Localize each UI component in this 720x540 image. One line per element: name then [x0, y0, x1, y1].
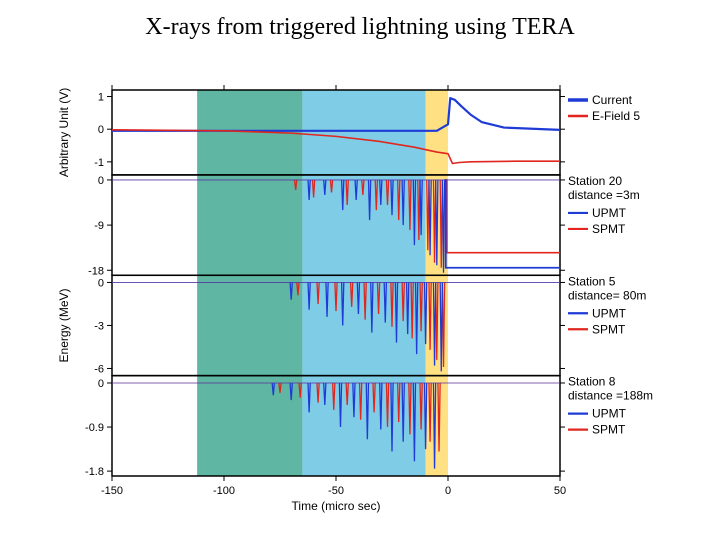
svg-text:SPMT: SPMT [592, 222, 626, 236]
svg-text:-3: -3 [94, 320, 104, 332]
svg-text:-150: -150 [101, 485, 123, 497]
svg-text:Station 8: Station 8 [568, 375, 616, 389]
svg-text:-18: -18 [88, 265, 104, 277]
slide-root: X-rays from triggered lightning using TE… [0, 0, 720, 540]
chart-svg: -101CurrentE-Field 5-18-90Station 20dist… [50, 80, 670, 520]
svg-text:distance =188m: distance =188m [568, 389, 653, 403]
svg-text:0: 0 [98, 277, 104, 289]
svg-text:-0.9: -0.9 [85, 422, 104, 434]
svg-text:-6: -6 [94, 363, 104, 375]
slide-title: X-rays from triggered lightning using TE… [0, 14, 720, 41]
svg-text:Station 5: Station 5 [568, 274, 616, 288]
svg-text:distance= 80m: distance= 80m [568, 288, 646, 302]
svg-text:0: 0 [98, 124, 104, 136]
svg-text:Time (micro sec): Time (micro sec) [292, 499, 381, 513]
svg-text:UPMT: UPMT [592, 407, 627, 421]
svg-text:0: 0 [98, 175, 104, 187]
svg-text:Arbitrary Unit (V): Arbitrary Unit (V) [57, 88, 71, 177]
svg-text:E-Field 5: E-Field 5 [592, 109, 640, 123]
svg-text:-100: -100 [213, 485, 235, 497]
svg-text:-1.8: -1.8 [85, 466, 104, 478]
figure-container: -101CurrentE-Field 5-18-90Station 20dist… [50, 80, 670, 520]
svg-text:Current: Current [592, 93, 633, 107]
svg-text:0: 0 [98, 378, 104, 390]
svg-text:50: 50 [554, 485, 566, 497]
svg-text:1: 1 [98, 92, 104, 104]
svg-text:0: 0 [445, 485, 451, 497]
svg-text:-50: -50 [328, 485, 344, 497]
svg-text:-9: -9 [94, 220, 104, 232]
svg-text:UPMT: UPMT [592, 306, 627, 320]
svg-text:UPMT: UPMT [592, 206, 627, 220]
svg-text:-1: -1 [94, 157, 104, 169]
svg-text:distance =3m: distance =3m [568, 188, 640, 202]
svg-text:Energy (MeV): Energy (MeV) [57, 288, 71, 362]
svg-text:SPMT: SPMT [592, 322, 626, 336]
svg-text:Station 20: Station 20 [568, 174, 622, 188]
svg-text:SPMT: SPMT [592, 423, 626, 437]
